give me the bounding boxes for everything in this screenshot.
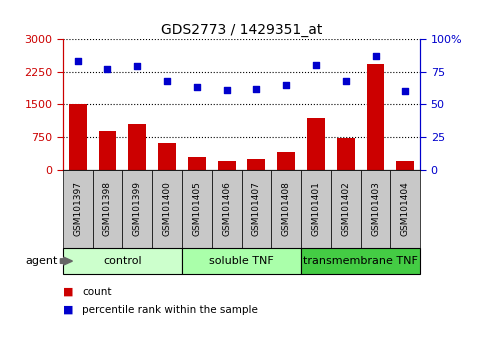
Text: GSM101399: GSM101399 <box>133 181 142 236</box>
Point <box>104 66 112 72</box>
Bar <box>218 161 236 170</box>
Bar <box>277 152 295 170</box>
Point <box>223 87 230 93</box>
Text: GSM101403: GSM101403 <box>371 181 380 236</box>
Bar <box>247 159 265 170</box>
Text: GSM101401: GSM101401 <box>312 181 320 236</box>
Point <box>312 62 320 68</box>
Point <box>163 78 171 84</box>
Text: GSM101400: GSM101400 <box>163 181 171 236</box>
Point <box>282 82 290 88</box>
Text: ■: ■ <box>63 305 73 315</box>
Point <box>133 64 141 69</box>
Bar <box>99 131 116 170</box>
Bar <box>367 64 384 170</box>
Point <box>74 58 82 64</box>
Bar <box>397 161 414 170</box>
Text: agent: agent <box>26 256 58 266</box>
Text: GSM101398: GSM101398 <box>103 181 112 236</box>
Text: transmembrane TNF: transmembrane TNF <box>303 256 418 266</box>
Point <box>253 86 260 92</box>
Text: GSM101405: GSM101405 <box>192 181 201 236</box>
Text: ■: ■ <box>63 287 73 297</box>
Text: GSM101402: GSM101402 <box>341 182 350 236</box>
Text: GSM101408: GSM101408 <box>282 181 291 236</box>
Bar <box>128 124 146 170</box>
Bar <box>158 143 176 170</box>
Point <box>342 78 350 84</box>
Point <box>372 53 380 59</box>
Text: GSM101406: GSM101406 <box>222 181 231 236</box>
Bar <box>307 118 325 170</box>
Text: GSM101397: GSM101397 <box>73 181 82 236</box>
Text: control: control <box>103 256 142 266</box>
Text: soluble TNF: soluble TNF <box>209 256 274 266</box>
Point <box>193 85 201 90</box>
Text: GSM101407: GSM101407 <box>252 181 261 236</box>
Bar <box>337 138 355 170</box>
Bar <box>69 104 86 170</box>
Bar <box>188 157 206 170</box>
Text: count: count <box>82 287 112 297</box>
Title: GDS2773 / 1429351_at: GDS2773 / 1429351_at <box>161 23 322 36</box>
Point <box>401 88 409 94</box>
Text: percentile rank within the sample: percentile rank within the sample <box>82 305 258 315</box>
Text: GSM101404: GSM101404 <box>401 182 410 236</box>
